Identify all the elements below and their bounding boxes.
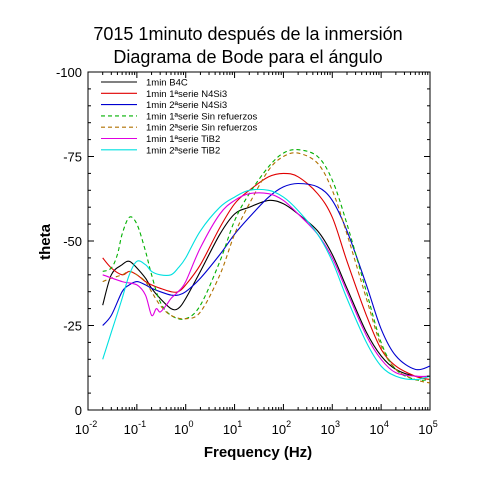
series-line-7 — [102, 188, 430, 381]
legend-label: 1min 2ªserie TiB2 — [146, 145, 220, 156]
x-tick-label: 104 — [369, 419, 388, 437]
legend-label: 1min 1ªserie Sin refuerzos — [146, 111, 257, 122]
y-tick-label: 0 — [75, 403, 82, 418]
x-axis-label: Frequency (Hz) — [204, 444, 312, 461]
y-tick-label: -100 — [56, 65, 82, 80]
x-tick-label: 100 — [174, 419, 193, 437]
x-tick-label: 10-1 — [124, 419, 146, 437]
series-line-3 — [102, 182, 430, 371]
legend-label: 1min B4C — [146, 78, 188, 89]
x-tick-label: 10-2 — [75, 419, 97, 437]
y-tick-label: -25 — [63, 319, 82, 334]
x-tick-label: 101 — [223, 419, 242, 437]
legend-label: 1min 1ªserie TiB2 — [146, 134, 220, 145]
legend-label: 1min 2ªserie N4Si3 — [146, 100, 227, 111]
y-axis-label: theta — [37, 223, 54, 259]
x-tick-label: 105 — [418, 419, 437, 437]
x-tick-label: 102 — [272, 419, 291, 437]
chart-title-line-2: Diagrama de Bode para el ángulo — [113, 47, 382, 67]
plot-area — [87, 71, 431, 411]
series-line-6 — [102, 192, 430, 378]
legend-label: 1min 2ªserie Sin refuerzos — [146, 123, 257, 134]
x-tick-label: 103 — [321, 419, 340, 437]
series-layer — [102, 149, 430, 384]
y-tick-label: -50 — [63, 234, 82, 249]
chart-title-line-1: 7015 1minuto después de la inmersión — [93, 24, 402, 44]
series-line-5 — [102, 152, 430, 384]
series-line-4 — [102, 149, 430, 381]
axis-ticks: 10-2 10-1 100 101 102 103 104 105 0 -25 -50 -75 -100 — [56, 65, 438, 437]
series-line-1 — [102, 199, 430, 378]
y-tick-label: -75 — [63, 150, 82, 165]
legend-label: 1min 1ªserie N4Si3 — [146, 89, 227, 100]
